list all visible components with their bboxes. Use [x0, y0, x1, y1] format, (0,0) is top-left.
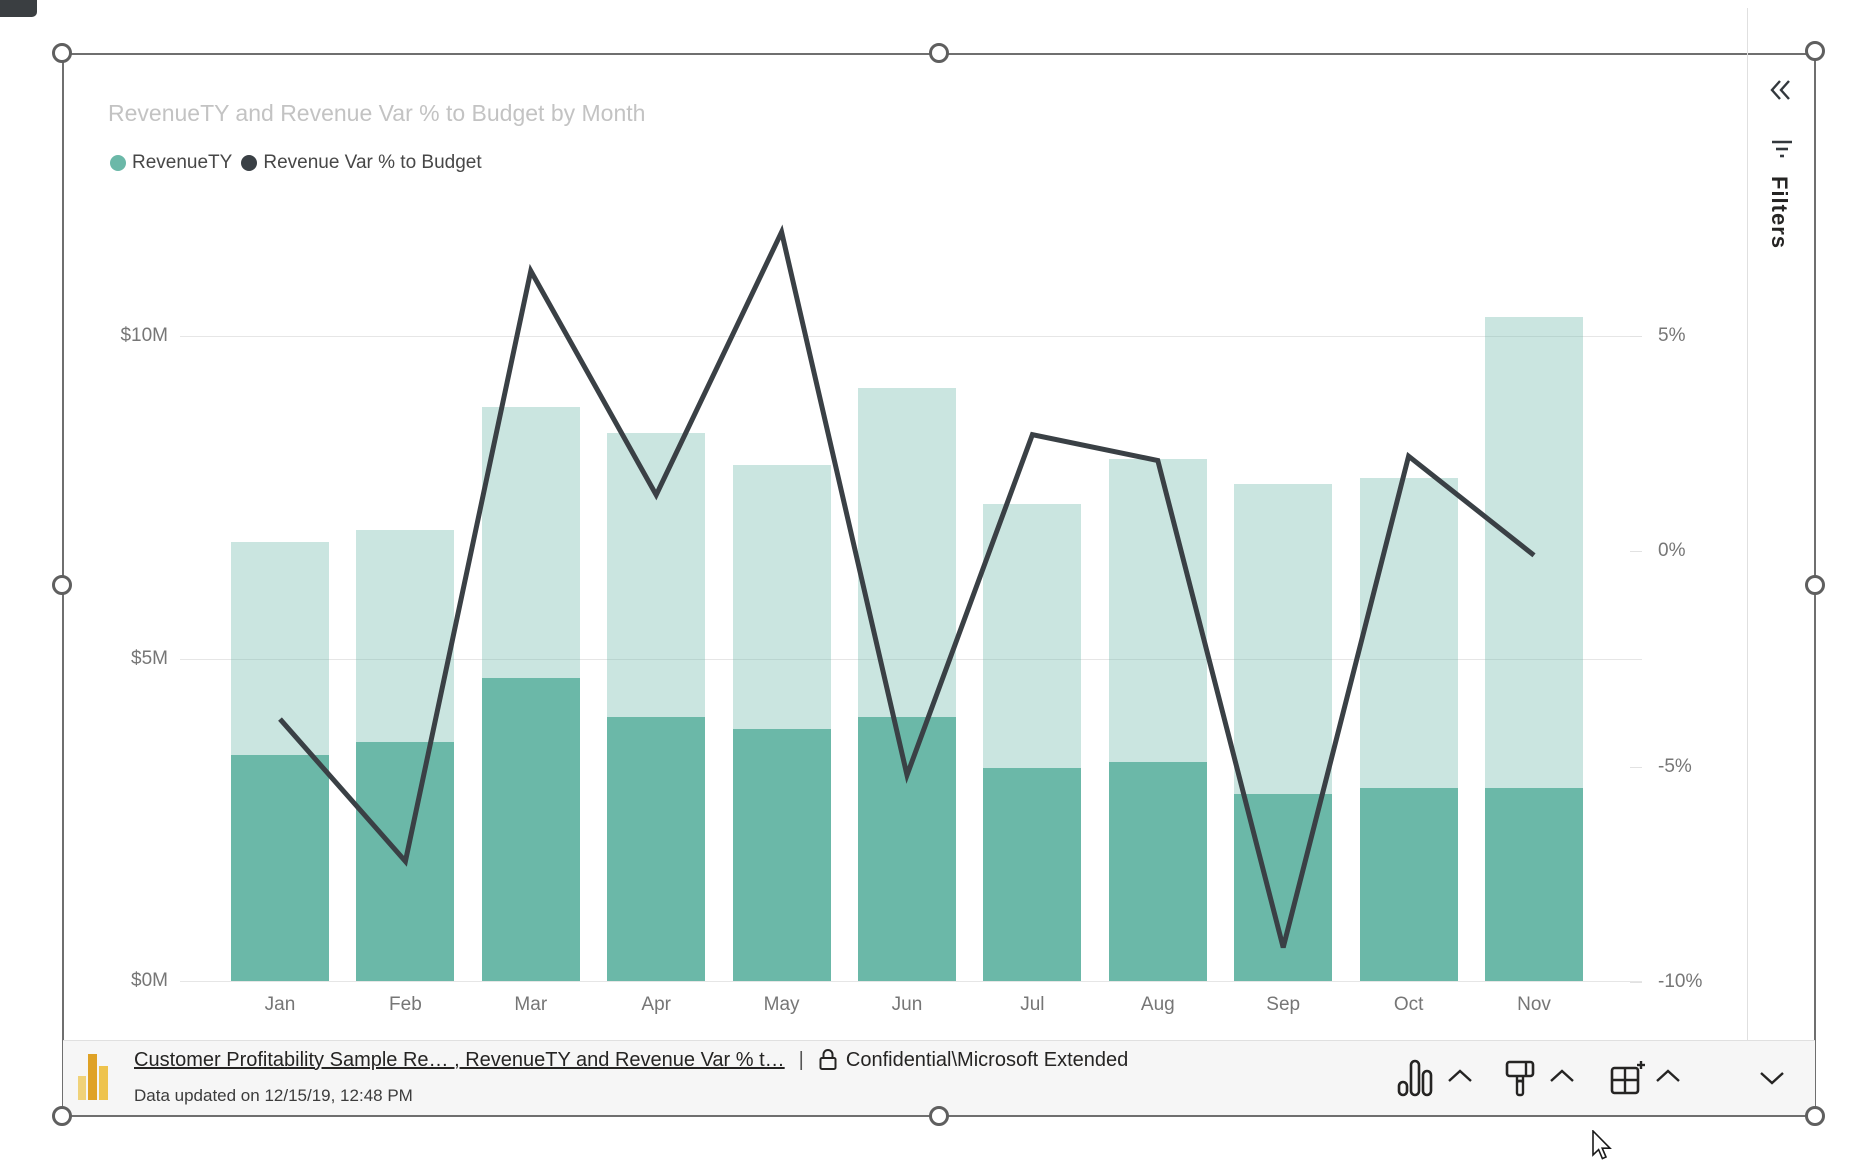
y-left-tick-label: $10M [120, 325, 168, 346]
selection-handle-bottom-left[interactable] [52, 1106, 72, 1126]
bar-highlight-Apr[interactable] [607, 716, 706, 981]
right-axis-tick [1630, 982, 1642, 983]
filter-funnel-icon[interactable] [1769, 138, 1795, 165]
bar-highlight-Jan[interactable] [231, 755, 329, 981]
legend-dot-revenue-var-icon [241, 155, 258, 171]
right-axis-tick [1630, 551, 1642, 552]
power-bi-logo-icon [78, 1054, 108, 1100]
selection-handle-top-right[interactable] [1805, 41, 1825, 61]
selection-handle-mid-right[interactable] [1805, 575, 1825, 595]
window-corner-fragment [0, 0, 37, 17]
report-breadcrumb-link[interactable]: Customer Profitability Sample Re… , Reve… [134, 1048, 785, 1071]
selection-handle-bottom-center[interactable] [929, 1106, 949, 1126]
build-visual-button[interactable] [1608, 1058, 1648, 1098]
chevrons-left-icon [1770, 80, 1790, 100]
legend-label: RevenueTY [132, 152, 233, 173]
selection-handle-bottom-right[interactable] [1805, 1106, 1825, 1126]
legend-label: Revenue Var % to Budget [263, 152, 482, 173]
footer-title-row: Customer Profitability Sample Re… , Reve… [134, 1048, 1128, 1072]
lock-icon [819, 1049, 837, 1070]
chevron-up-icon [1656, 1069, 1680, 1082]
build-visual-icon [1610, 1061, 1645, 1095]
x-axis-label-Sep: Sep [1266, 994, 1301, 1015]
x-axis-label-Apr: Apr [641, 994, 671, 1015]
y-right-tick-label: -5% [1658, 755, 1692, 777]
chart-legend: RevenueTY Revenue Var % to Budget [110, 152, 482, 174]
legend-item-revenuety[interactable]: RevenueTY [110, 152, 232, 174]
legend-dot-revenuety-icon [110, 155, 126, 171]
bar-highlight-Sep[interactable] [1234, 793, 1333, 981]
x-axis-label-Jul: Jul [1020, 994, 1045, 1015]
build-expand-button[interactable] [1654, 1066, 1682, 1088]
x-axis-label-Mar: Mar [514, 994, 548, 1015]
bar-highlight-Feb[interactable] [356, 742, 455, 981]
x-axis-label-Oct: Oct [1393, 994, 1424, 1015]
footer-separator: | [798, 1048, 804, 1071]
bar-highlight-Jun[interactable] [858, 716, 956, 981]
bar-highlight-Nov[interactable] [1485, 787, 1583, 981]
y-right-tick-label: 0% [1658, 540, 1686, 561]
visualizations-expand-button[interactable] [1446, 1066, 1474, 1088]
x-axis-label-Jun: Jun [891, 994, 923, 1015]
chevron-up-icon [1550, 1069, 1574, 1082]
bar-highlight-May[interactable] [732, 729, 831, 981]
x-axis-label-Jan: Jan [264, 994, 296, 1015]
visualizations-button[interactable] [1396, 1058, 1434, 1098]
filters-pane-label[interactable]: Filters [1767, 176, 1792, 250]
bar-highlight-Oct[interactable] [1359, 787, 1458, 981]
chevron-up-icon [1448, 1069, 1472, 1082]
y-left-tick-label: $5M [131, 647, 168, 669]
right-axis-tick [1630, 766, 1642, 768]
x-axis-label-Feb: Feb [389, 994, 422, 1015]
gridline-$10M [180, 336, 1642, 337]
collapse-footer-button[interactable] [1758, 1066, 1786, 1088]
format-button[interactable] [1502, 1058, 1538, 1098]
y-right-tick-label: -10% [1658, 971, 1703, 992]
chevron-down-icon [1760, 1072, 1784, 1085]
bar-highlight-Jul[interactable] [983, 768, 1082, 981]
bar-highlight-Mar[interactable] [481, 677, 580, 981]
data-updated-text: Data updated on 12/15/19, 12:48 PM [134, 1086, 413, 1105]
filters-pane-divider [1747, 8, 1748, 1040]
x-axis-label-May: May [763, 994, 800, 1015]
legend-item-revenue-var[interactable]: Revenue Var % to Budget [241, 152, 482, 174]
bar-highlight-Aug[interactable] [1108, 761, 1207, 981]
gridline-$0M [180, 981, 1642, 982]
filters-pane-expand-button[interactable] [1768, 78, 1794, 107]
mouse-cursor [1591, 1129, 1615, 1160]
paint-roller-icon [1505, 1060, 1535, 1097]
right-axis-tick [1630, 335, 1642, 337]
sensitivity-label: Confidential\Microsoft Extended [818, 1048, 1128, 1072]
format-expand-button[interactable] [1548, 1066, 1576, 1088]
x-axis-label-Aug: Aug [1140, 994, 1175, 1015]
y-left-tick-label: $0M [131, 970, 168, 991]
column-chart-icon [1397, 1059, 1433, 1097]
y-right-tick-label: 5% [1658, 324, 1686, 346]
selection-handle-top-center[interactable] [929, 43, 949, 63]
selection-handle-mid-left[interactable] [52, 575, 72, 595]
selection-handle-top-left[interactable] [52, 43, 72, 63]
chart-title: RevenueTY and Revenue Var % to Budget by… [108, 100, 646, 126]
x-axis-label-Nov: Nov [1517, 994, 1551, 1015]
sensitivity-text: Confidential\Microsoft Extended [845, 1048, 1129, 1071]
